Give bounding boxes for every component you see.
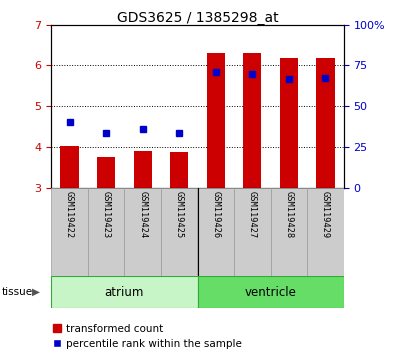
- Bar: [243, 53, 261, 188]
- Bar: [51, 188, 88, 276]
- Text: ▶: ▶: [32, 287, 40, 297]
- Bar: [170, 152, 188, 188]
- Text: atrium: atrium: [105, 286, 144, 298]
- Bar: [161, 188, 198, 276]
- Bar: [198, 188, 234, 276]
- Text: ventricle: ventricle: [245, 286, 297, 298]
- Bar: [307, 188, 344, 276]
- Text: GSM119429: GSM119429: [321, 191, 330, 238]
- Bar: [198, 276, 344, 308]
- Text: GSM119427: GSM119427: [248, 191, 257, 238]
- Bar: [88, 188, 124, 276]
- Bar: [60, 146, 79, 188]
- Text: GDS3625 / 1385298_at: GDS3625 / 1385298_at: [117, 11, 278, 25]
- Text: GSM119423: GSM119423: [102, 191, 111, 238]
- Legend: transformed count, percentile rank within the sample: transformed count, percentile rank withi…: [53, 324, 242, 349]
- Text: GSM119428: GSM119428: [284, 191, 293, 238]
- Text: GSM119424: GSM119424: [138, 191, 147, 238]
- Bar: [316, 58, 335, 188]
- Bar: [234, 188, 271, 276]
- Bar: [51, 276, 198, 308]
- Text: GSM119425: GSM119425: [175, 191, 184, 238]
- Bar: [207, 53, 225, 188]
- Bar: [124, 188, 161, 276]
- Bar: [134, 151, 152, 188]
- Text: GSM119426: GSM119426: [211, 191, 220, 238]
- Bar: [280, 58, 298, 188]
- Bar: [271, 188, 307, 276]
- Bar: [97, 157, 115, 188]
- Text: tissue: tissue: [2, 287, 33, 297]
- Text: GSM119422: GSM119422: [65, 191, 74, 238]
